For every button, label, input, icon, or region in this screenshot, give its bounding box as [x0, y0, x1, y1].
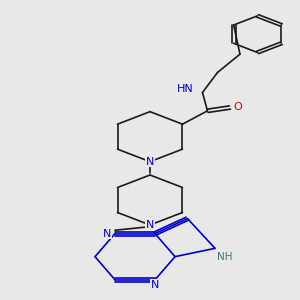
Text: N: N — [146, 157, 154, 167]
Text: N: N — [103, 229, 112, 238]
Text: HN: HN — [177, 84, 194, 94]
Text: O: O — [233, 103, 242, 112]
Text: N: N — [151, 280, 159, 290]
Text: NH: NH — [217, 252, 233, 262]
Text: N: N — [146, 220, 154, 230]
